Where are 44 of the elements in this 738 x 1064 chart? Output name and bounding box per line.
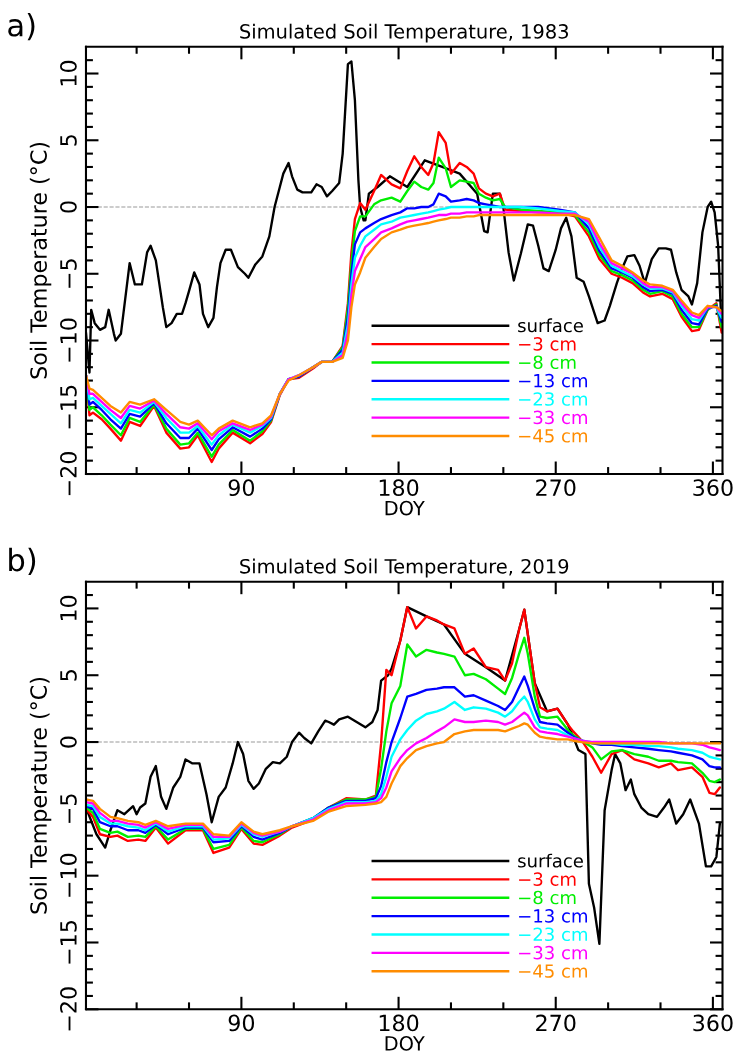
chart-title: Simulated Soil Temperature, 2019 — [240, 558, 569, 578]
y-axis-title: Soil Temperature (°C) — [29, 677, 52, 914]
y-tick-label: 10 — [60, 60, 77, 86]
text: a) — [8, 13, 35, 41]
y-tick-label: −5 — [60, 794, 77, 823]
x-tick-label: 270 — [536, 479, 576, 497]
text: −3 cm — [519, 337, 576, 351]
y-tick-label: 0 — [60, 201, 77, 213]
text: −45 cm — [519, 964, 587, 978]
x-tick-label: 90 — [228, 1014, 255, 1032]
y-axis-title: Soil Temperature (°C) — [29, 142, 52, 379]
y-tick-label: 5 — [60, 135, 77, 146]
y-tick-label: −15 — [60, 385, 77, 429]
y-tick-label: 0 — [60, 736, 77, 748]
x-tick-label: 360 — [693, 1014, 733, 1032]
y-tick-label: −20 — [60, 987, 77, 1031]
text: −8 cm — [519, 355, 576, 370]
series-label: surface — [518, 853, 583, 868]
series-label: surface — [518, 318, 583, 333]
y-tick-label: −5 — [60, 259, 77, 288]
y-tick-label: −20 — [60, 452, 77, 496]
y-tick-label: −10 — [60, 318, 77, 362]
x-tick-label: 360 — [693, 479, 733, 497]
text: −3 cm — [519, 872, 576, 886]
y-tick-label: 10 — [60, 595, 77, 621]
text: −45 cm — [519, 429, 587, 443]
y-tick-label: −10 — [60, 853, 77, 897]
text: −23 cm — [519, 927, 587, 942]
text: −23 cm — [519, 392, 587, 406]
y-tick-label: −15 — [60, 920, 77, 964]
text: b) — [9, 547, 36, 576]
chart-title: Simulated Soil Temperature, 1983 — [240, 23, 569, 43]
x-axis-title: DOY — [385, 1036, 425, 1051]
text: −33 cm — [519, 410, 587, 425]
x-axis-title: DOY — [385, 500, 425, 516]
text: −13 cm — [519, 373, 587, 388]
x-tick-label: 90 — [228, 479, 255, 497]
x-tick-label: 180 — [379, 479, 419, 497]
y-tick-label: 5 — [60, 670, 77, 681]
x-tick-label: 270 — [536, 1014, 576, 1032]
text: −33 cm — [519, 945, 587, 960]
text: −8 cm — [519, 890, 576, 905]
x-tick-label: 180 — [379, 1014, 419, 1032]
text: −13 cm — [519, 909, 587, 923]
